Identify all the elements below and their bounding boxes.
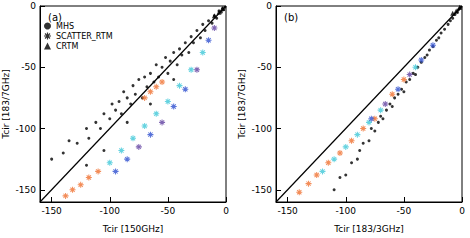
- svg-text:(a): (a): [48, 12, 62, 23]
- svg-text:-100: -100: [100, 206, 121, 216]
- svg-text:0: 0: [459, 206, 465, 216]
- svg-text:Tcir [150GHz]: Tcir [150GHz]: [102, 224, 164, 234]
- svg-text:-100: -100: [336, 206, 357, 216]
- svg-text:-150: -150: [277, 206, 298, 216]
- svg-text:0: 0: [30, 1, 36, 11]
- svg-text:-50: -50: [397, 206, 412, 216]
- svg-text:Tcir [183/7GHz]: Tcir [183/7GHz]: [1, 69, 11, 139]
- svg-text:-150: -150: [16, 185, 37, 195]
- svg-text:(b): (b): [284, 12, 298, 23]
- svg-text:CRTM: CRTM: [56, 42, 78, 51]
- svg-text:-50: -50: [257, 62, 272, 72]
- svg-text:Tcir [183/3GHz]: Tcir [183/3GHz]: [333, 224, 403, 234]
- svg-text:0: 0: [223, 206, 229, 216]
- svg-text:-50: -50: [161, 206, 176, 216]
- svg-text:MHS: MHS: [56, 22, 74, 31]
- svg-text:SCATTER_RTM: SCATTER_RTM: [56, 32, 113, 41]
- svg-text:-150: -150: [41, 206, 62, 216]
- svg-text:0: 0: [266, 1, 272, 11]
- svg-text:-100: -100: [16, 124, 37, 134]
- svg-text:Tcir [183/7GHz]: Tcir [183/7GHz]: [237, 69, 247, 139]
- svg-text:-150: -150: [252, 185, 273, 195]
- svg-text:-50: -50: [21, 62, 36, 72]
- svg-text:-100: -100: [252, 124, 273, 134]
